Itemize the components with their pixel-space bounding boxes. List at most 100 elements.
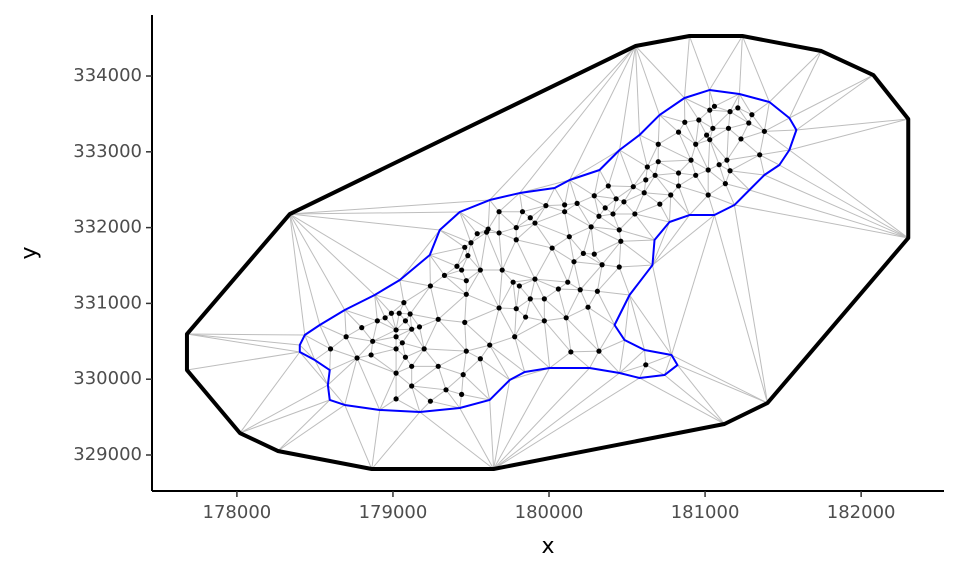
mesh-edge [738, 93, 753, 115]
point [454, 263, 460, 269]
point [513, 225, 519, 231]
mesh-edge [498, 192, 521, 213]
point [416, 324, 423, 330]
mesh-edge [344, 309, 347, 337]
mesh-edge [419, 411, 494, 470]
mesh-edge [344, 309, 378, 322]
mesh-edge [709, 109, 731, 113]
mesh-edge [726, 138, 742, 161]
mesh-edge [634, 45, 660, 116]
mesh-edge [596, 291, 616, 326]
mesh-edge [515, 285, 520, 309]
point [710, 125, 716, 131]
point [580, 250, 586, 256]
mesh-edge [639, 377, 725, 425]
point [618, 238, 624, 244]
mesh-edge [330, 348, 358, 359]
mesh-edge [726, 154, 760, 161]
mesh-edge [727, 111, 731, 129]
mesh-edge [654, 174, 679, 187]
mesh-edge [729, 154, 760, 172]
mesh-edge [598, 324, 615, 352]
mesh-edge [429, 254, 458, 267]
x-axis-title: x [541, 534, 554, 559]
point [541, 296, 547, 302]
mesh-edge [545, 205, 565, 213]
mesh-edge [657, 115, 661, 145]
point [675, 170, 682, 176]
point [409, 363, 415, 369]
mesh-edge [410, 313, 439, 320]
mesh-edge [356, 340, 374, 359]
mesh-edge [186, 351, 300, 371]
mesh-edge [751, 101, 770, 116]
mesh-edge [709, 127, 729, 141]
mesh-edge [634, 45, 641, 136]
mesh-edge [314, 359, 329, 386]
mesh-edge [749, 189, 909, 239]
mesh-edge [444, 274, 467, 282]
mesh-edge [319, 324, 331, 350]
point [463, 278, 469, 284]
mesh-edge [690, 144, 697, 161]
mesh-edge [779, 164, 909, 239]
mesh-edge [634, 213, 655, 241]
mesh-edge [371, 411, 421, 470]
mesh-edge [239, 351, 301, 434]
mesh-edge [759, 154, 765, 176]
mesh-edge [411, 385, 447, 391]
y-tick-label: 331000 [73, 292, 142, 313]
mesh-edge [466, 269, 481, 282]
mesh-edge [498, 211, 517, 228]
point [513, 237, 519, 243]
point [675, 183, 682, 189]
mesh-edge [612, 201, 625, 215]
mesh-edge [462, 358, 481, 376]
mesh-edge [464, 307, 500, 323]
mesh-edge [374, 294, 392, 314]
mesh-edge [534, 211, 565, 224]
mesh-edge [399, 279, 431, 287]
mesh-edge [658, 143, 692, 161]
mesh-edge [464, 294, 467, 323]
mesh-edge [567, 261, 575, 283]
mesh-edge [789, 149, 909, 239]
mesh-edge [327, 357, 358, 386]
mesh-edge [501, 269, 514, 283]
mesh-edge [620, 239, 655, 242]
mesh-edge [624, 294, 631, 341]
point [512, 334, 518, 340]
mesh-edge [396, 328, 412, 331]
point [496, 230, 502, 236]
mesh-edge [395, 372, 413, 387]
mesh-edge [445, 389, 462, 395]
mesh-edge [487, 199, 491, 230]
point [474, 231, 480, 237]
mesh-edge [608, 185, 634, 188]
mesh-edge [379, 372, 397, 411]
mesh-edge [515, 211, 523, 228]
point [393, 346, 399, 352]
point [761, 128, 767, 134]
point [409, 326, 415, 332]
point [459, 267, 465, 273]
mesh-edge [461, 374, 464, 395]
mesh-edge [618, 241, 622, 268]
mesh-edge [643, 175, 656, 194]
mesh-edge [557, 288, 567, 318]
mesh-edge [587, 307, 600, 352]
mesh-edge [429, 254, 445, 276]
mesh-edge [639, 134, 648, 168]
point [402, 318, 409, 324]
mesh-edge [689, 194, 709, 216]
mesh-edge [462, 351, 467, 375]
mesh-edge [688, 35, 710, 91]
point [393, 396, 399, 402]
point [496, 305, 502, 311]
mesh-edge [534, 278, 568, 283]
mesh-edge [498, 307, 516, 337]
point [359, 325, 365, 331]
mesh-edge [437, 293, 467, 320]
mesh-edge [515, 298, 531, 310]
mesh-edge [186, 333, 305, 336]
